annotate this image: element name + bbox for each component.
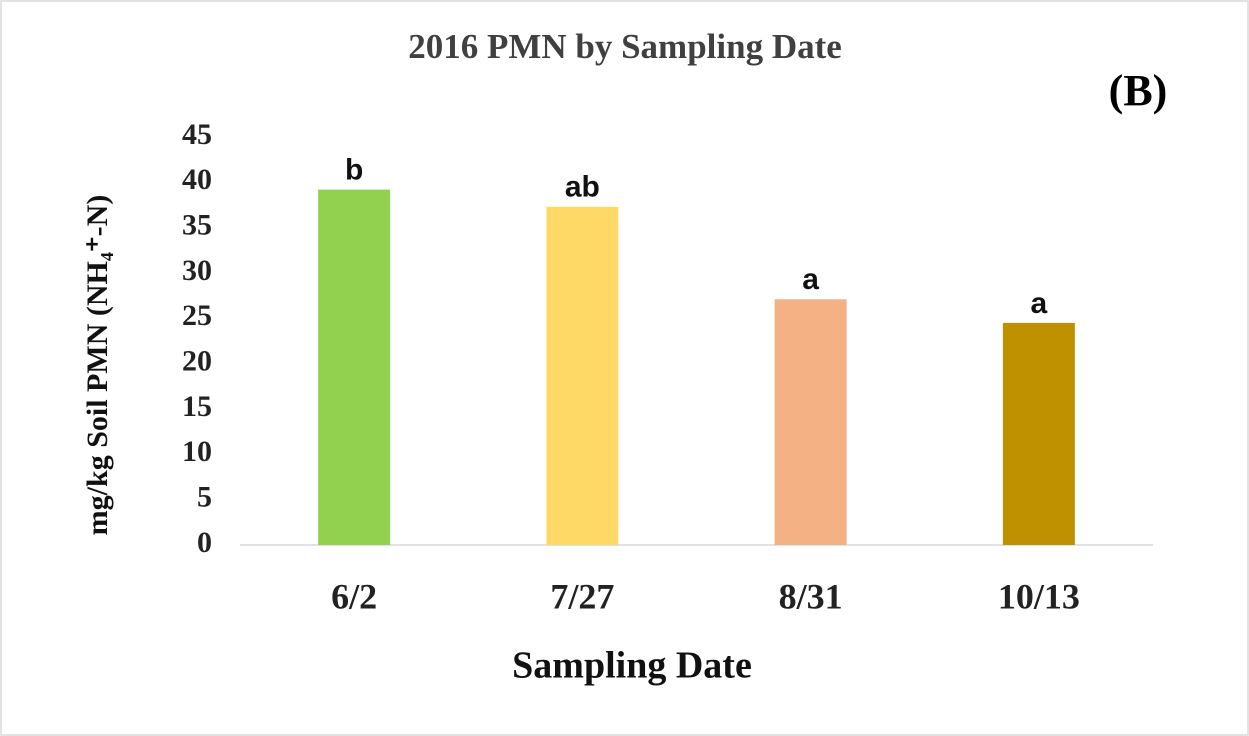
bar [546,206,619,545]
x-axis-label: Sampling Date [512,645,752,687]
bar [774,299,847,545]
significance-letter: a [1031,287,1048,320]
y-tick-label: 25 [182,299,212,332]
y-tick-label: 20 [182,345,212,378]
y-tick-label: 45 [182,118,212,151]
chart-title: 2016 PMN by Sampling Date [408,27,842,66]
y-tick-label: 35 [182,209,212,242]
y-tick-label: 0 [197,526,212,559]
y-tick-label: 10 [182,435,212,468]
y-tick-label: 15 [182,390,212,423]
bar [318,189,391,545]
x-tick-label: 7/27 [550,576,614,616]
y-tick-label: 30 [182,254,212,287]
y-tick-label: 40 [182,163,212,196]
x-tick-label: 6/2 [331,576,377,616]
bar [1002,322,1075,545]
significance-letter: b [345,154,363,187]
panel-label: (B) [1109,66,1168,115]
x-tick-label: 8/31 [779,576,843,616]
y-axis-label: mg/kg Soil PMN (NH₄⁺-N) [81,195,114,536]
significance-letter: a [802,263,819,296]
significance-letter: ab [565,171,600,204]
x-tick-label: 10/13 [998,576,1080,616]
y-tick-label: 5 [197,481,212,514]
